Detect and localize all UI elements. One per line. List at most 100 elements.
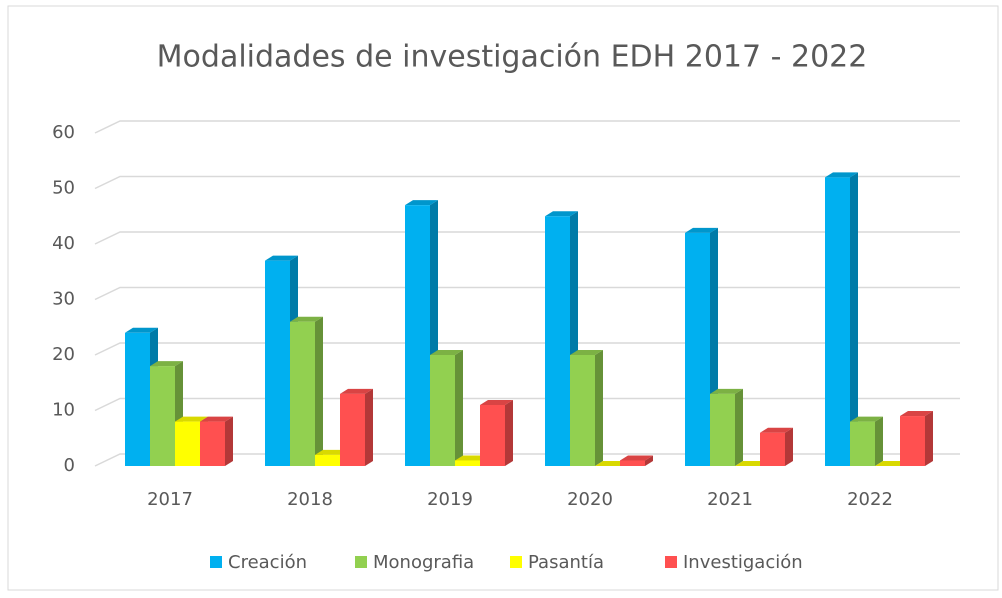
chart-title: Modalidades de investigación EDH 2017 - … bbox=[157, 40, 868, 75]
bar-top bbox=[545, 211, 578, 217]
bar-side bbox=[785, 427, 793, 466]
bar bbox=[735, 461, 768, 466]
bar-side bbox=[735, 388, 743, 466]
y-tick-label: 20 bbox=[52, 344, 75, 365]
bar-side bbox=[595, 350, 603, 466]
bar-top bbox=[850, 416, 883, 422]
bar-top bbox=[685, 227, 718, 233]
bar-side bbox=[455, 350, 463, 466]
bar-side bbox=[925, 411, 933, 466]
bar-front bbox=[570, 355, 595, 466]
bar-top bbox=[290, 316, 323, 322]
x-tick-label: 2019 bbox=[427, 489, 473, 510]
bar-front bbox=[825, 177, 850, 466]
bar-front bbox=[175, 421, 200, 466]
x-tick-label: 2018 bbox=[287, 489, 333, 510]
grid-line bbox=[94, 175, 960, 190]
bar bbox=[595, 461, 628, 466]
grid-line bbox=[94, 120, 960, 134]
bar-front bbox=[900, 416, 925, 466]
bar-top bbox=[900, 411, 933, 417]
bar-front bbox=[685, 232, 710, 466]
bar-top bbox=[265, 255, 298, 261]
bar bbox=[200, 416, 233, 466]
x-tick-label: 2017 bbox=[147, 489, 193, 510]
bar-front bbox=[760, 432, 785, 466]
bar-side bbox=[365, 388, 373, 466]
bar-top bbox=[595, 461, 628, 466]
bar-front bbox=[150, 366, 175, 466]
legend-swatch bbox=[510, 556, 522, 568]
legend-label: Investigación bbox=[683, 552, 803, 573]
bar-front bbox=[710, 393, 735, 466]
bar-top bbox=[735, 461, 768, 466]
bar-front bbox=[290, 321, 315, 466]
bar-side bbox=[505, 399, 513, 466]
grid-line bbox=[94, 453, 960, 467]
bar bbox=[875, 461, 908, 466]
bar bbox=[620, 455, 653, 466]
x-tick-label: 2021 bbox=[707, 489, 753, 510]
bar-top bbox=[125, 327, 158, 333]
bar-side bbox=[315, 316, 323, 466]
legend-label: Monografia bbox=[373, 552, 474, 573]
bar bbox=[570, 350, 603, 466]
x-tick-label: 2020 bbox=[567, 489, 613, 510]
grid-line bbox=[94, 397, 960, 412]
bar-top bbox=[200, 416, 233, 422]
bar-top bbox=[620, 455, 653, 461]
bar-top bbox=[340, 388, 373, 394]
bar bbox=[290, 316, 323, 466]
bar-top bbox=[825, 172, 858, 178]
bar-front bbox=[430, 355, 455, 466]
y-tick-label: 60 bbox=[52, 122, 75, 143]
y-tick-label: 10 bbox=[52, 400, 75, 421]
bar-front bbox=[620, 460, 645, 466]
bar bbox=[480, 399, 513, 466]
bar-top bbox=[710, 388, 743, 394]
y-tick-label: 50 bbox=[52, 178, 75, 199]
bar-top bbox=[760, 427, 793, 433]
bar-front bbox=[265, 260, 290, 466]
grid-line bbox=[94, 231, 960, 245]
bar-front bbox=[480, 404, 505, 466]
bar-top bbox=[150, 361, 183, 367]
bar bbox=[710, 388, 743, 466]
legend-swatch bbox=[665, 556, 677, 568]
bar-top bbox=[430, 350, 463, 355]
bar-side bbox=[645, 455, 653, 466]
bar bbox=[430, 350, 463, 466]
legend-label: Creación bbox=[228, 552, 307, 573]
bar-side bbox=[850, 172, 858, 466]
bar-top bbox=[455, 455, 488, 461]
bar-side bbox=[875, 416, 883, 466]
bar-top bbox=[570, 350, 603, 355]
bar-front bbox=[315, 454, 340, 466]
bar-front bbox=[545, 216, 570, 466]
grid-line bbox=[94, 286, 960, 301]
bar-front bbox=[850, 421, 875, 466]
y-tick-label: 0 bbox=[64, 455, 75, 476]
bar-front bbox=[455, 460, 480, 466]
grid-line bbox=[94, 342, 960, 356]
bar-top bbox=[175, 416, 208, 422]
bar bbox=[340, 388, 373, 466]
legend-swatch bbox=[210, 556, 222, 568]
bar-front bbox=[340, 393, 365, 466]
bar-top bbox=[405, 200, 438, 206]
y-tick-label: 30 bbox=[52, 289, 75, 310]
bar-side bbox=[225, 416, 233, 466]
bar bbox=[760, 427, 793, 466]
bar-top bbox=[480, 399, 513, 405]
bar-front bbox=[125, 332, 150, 466]
bar bbox=[825, 172, 858, 466]
bar-top bbox=[875, 461, 908, 466]
legend-swatch bbox=[355, 556, 367, 568]
bar bbox=[850, 416, 883, 466]
bar bbox=[900, 411, 933, 466]
bar-front bbox=[405, 205, 430, 466]
legend-label: Pasantía bbox=[528, 552, 604, 573]
x-tick-label: 2022 bbox=[847, 489, 893, 510]
bar-front bbox=[200, 421, 225, 466]
